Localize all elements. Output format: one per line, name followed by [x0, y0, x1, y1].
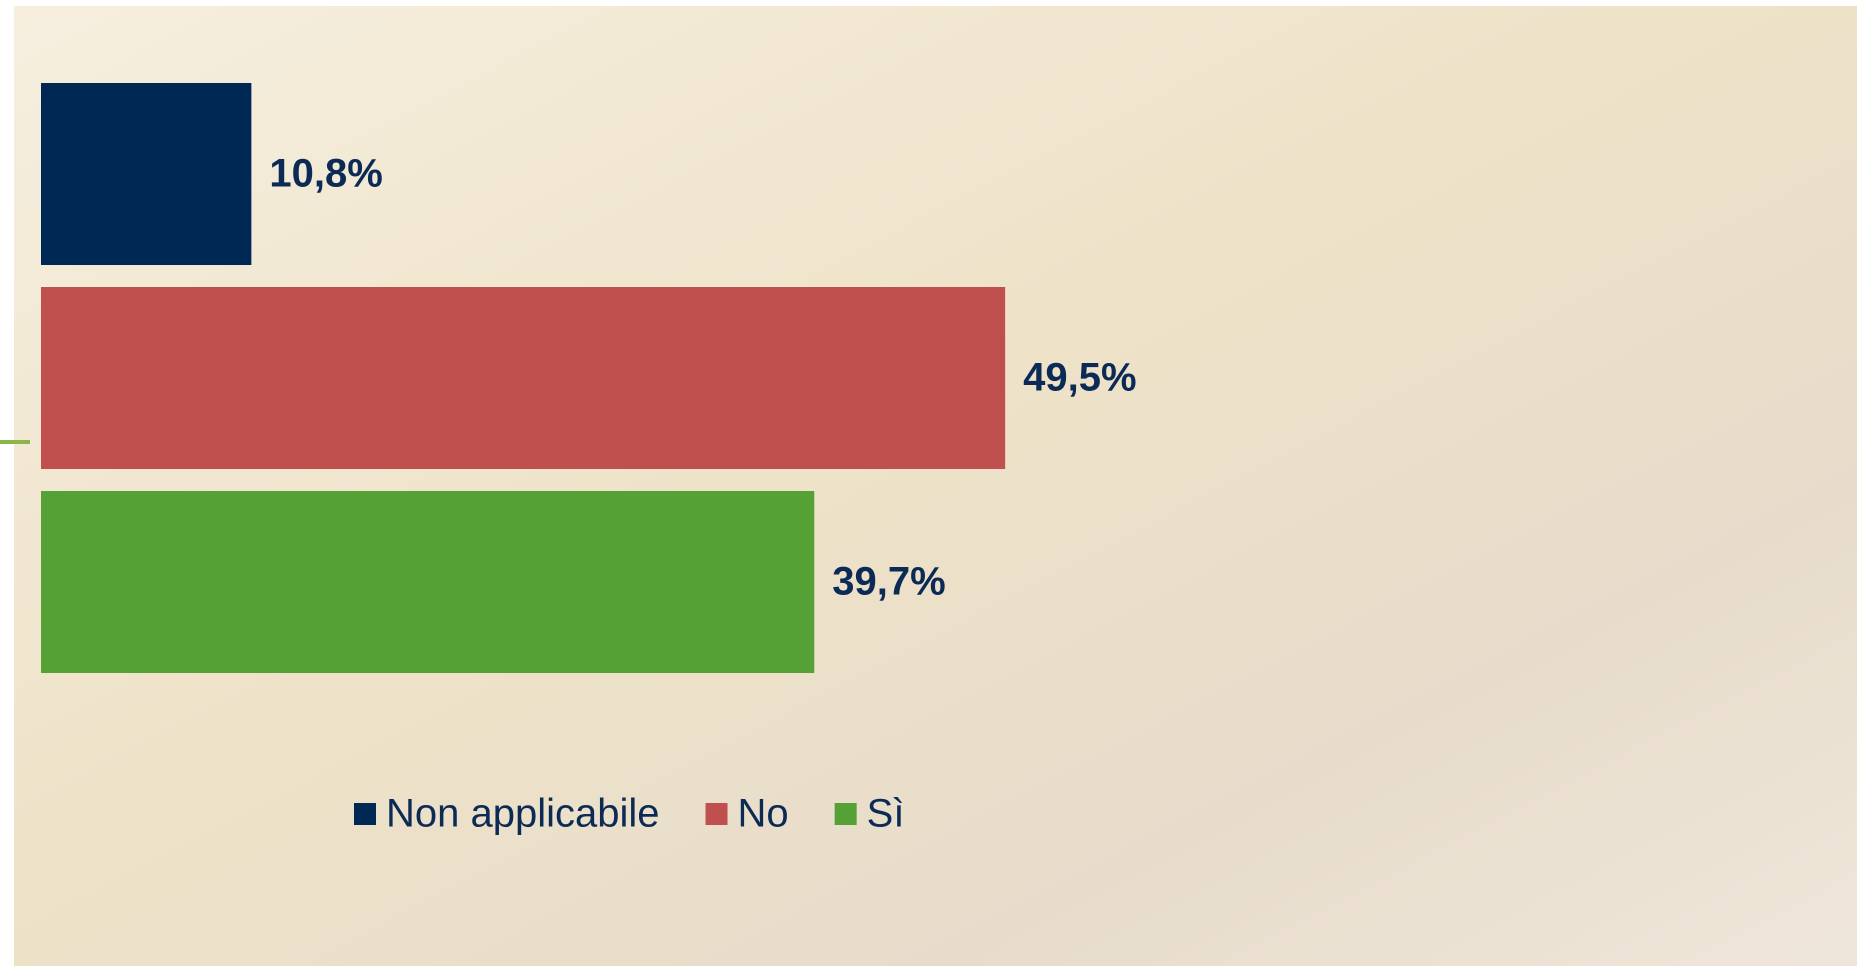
bar — [41, 491, 815, 673]
bar — [41, 83, 252, 265]
legend-label: Sì — [867, 792, 905, 836]
legend-swatch — [705, 803, 728, 825]
value-label: 39,7% — [832, 560, 945, 604]
value-label: 10,8% — [269, 152, 382, 196]
legend-label: Non applicabile — [386, 792, 660, 836]
bar — [41, 287, 1006, 469]
value-label: 49,5% — [1023, 356, 1136, 400]
legend-swatch — [354, 803, 376, 825]
background-photo — [14, 6, 1857, 966]
legend-swatch — [834, 803, 857, 825]
legend-label: No — [738, 792, 789, 836]
